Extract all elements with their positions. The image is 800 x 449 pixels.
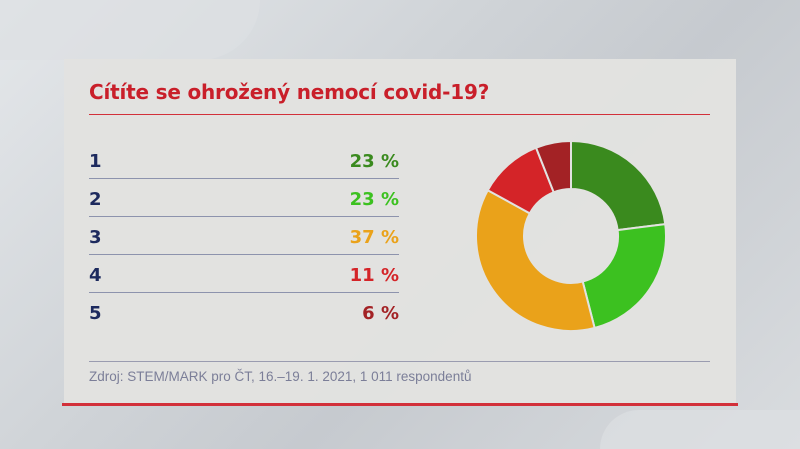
background-map-shape: [0, 0, 260, 60]
donut-chart: [475, 139, 667, 332]
row-divider: [89, 178, 399, 179]
source-note: Zdroj: STEM/MARK pro ČT, 16.–19. 1. 2021…: [89, 369, 472, 384]
chart-title: Cítíte se ohrožený nemocí covid-19?: [89, 80, 490, 104]
row-label: 3: [89, 227, 102, 248]
legend-row: 1 23 %: [89, 141, 399, 179]
donut-slice-1: [570, 139, 667, 232]
row-label: 2: [89, 189, 102, 210]
row-label: 5: [89, 303, 102, 324]
donut-slice-3: [475, 188, 596, 332]
row-label: 4: [89, 265, 102, 286]
row-label: 1: [89, 151, 102, 172]
row-divider: [89, 254, 399, 255]
legend-row: 2 23 %: [89, 179, 399, 217]
footer-divider: [89, 361, 710, 362]
legend-row: 4 11 %: [89, 255, 399, 293]
legend-row: 3 37 %: [89, 217, 399, 255]
row-divider: [89, 292, 399, 293]
title-divider: [89, 114, 710, 115]
row-divider: [89, 216, 399, 217]
row-value: 37 %: [349, 227, 399, 248]
background-map-shape: [600, 410, 800, 449]
donut-slice-5: [534, 139, 572, 194]
donut-slice-2: [581, 222, 667, 330]
row-value: 6 %: [362, 303, 399, 324]
legend-row: 5 6 %: [89, 293, 399, 331]
bottom-accent-line: [62, 403, 738, 406]
row-value: 23 %: [349, 151, 399, 172]
row-value: 11 %: [349, 265, 399, 286]
row-value: 23 %: [349, 189, 399, 210]
